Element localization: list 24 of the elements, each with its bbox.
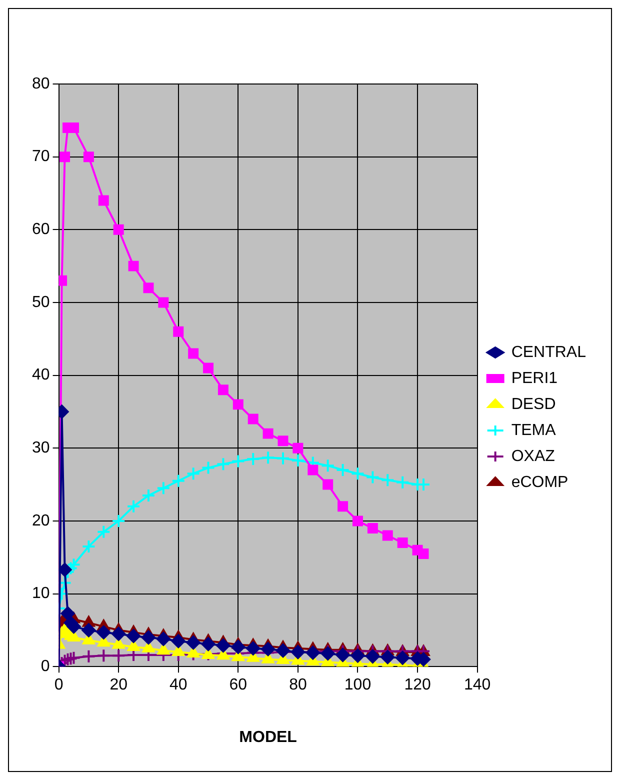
x-tick-label: 40 — [169, 676, 188, 694]
legend-label: OXAZ — [511, 448, 556, 465]
x-tick-label: 20 — [110, 676, 128, 694]
y-tick-label: 10 — [32, 585, 50, 602]
x-tick-label: 80 — [289, 676, 307, 694]
y-tick-label: 20 — [32, 512, 50, 530]
y-tick-label: 70 — [32, 148, 50, 166]
y-tick-label: 80 — [32, 75, 50, 92]
y-tick-label: 30 — [32, 440, 50, 457]
x-tick-label: 60 — [229, 676, 248, 694]
y-tick-label: 0 — [40, 658, 50, 676]
x-axis-title: MODEL — [239, 728, 298, 746]
y-tick-label: 60 — [32, 221, 50, 238]
legend-label: CENTRAL — [511, 344, 586, 361]
legend-label: PERI1 — [511, 370, 558, 387]
x-tick-label: 0 — [54, 676, 64, 694]
legend-label: DESD — [511, 396, 556, 413]
y-tick-label: 40 — [32, 366, 50, 384]
y-tick-label: 50 — [32, 294, 50, 311]
x-tick-label: 100 — [344, 676, 372, 694]
legend-label: TEMA — [511, 422, 556, 439]
x-tick-label: 120 — [404, 676, 431, 694]
x-tick-label: 140 — [464, 676, 491, 694]
legend-label: eCOMP — [511, 474, 568, 491]
